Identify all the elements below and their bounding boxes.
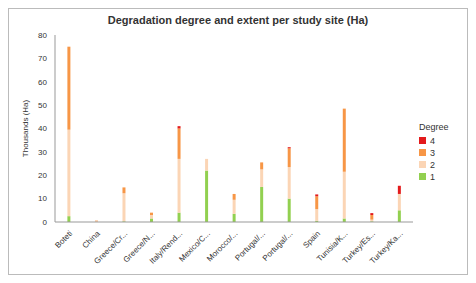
svg-text:Turkey/Es...: Turkey/Es...	[340, 229, 378, 266]
svg-text:70: 70	[38, 54, 47, 63]
svg-text:Portugal/...: Portugal/...	[261, 229, 295, 263]
svg-text:60: 60	[38, 78, 47, 87]
svg-text:Greece/N...: Greece/N...	[121, 229, 157, 265]
html-text:1: 1	[430, 171, 435, 182]
html-text:2: 2	[430, 159, 435, 170]
svg-text:Turkey/Ka...: Turkey/Ka...	[368, 229, 405, 266]
html-text:Degree: Degree	[419, 121, 449, 132]
svg-text:80: 80	[38, 31, 47, 40]
svg-text:Italy/Rend...: Italy/Rend...	[147, 229, 185, 266]
svg-text:China: China	[81, 229, 103, 251]
svg-text:Spain: Spain	[301, 229, 322, 250]
svg-text:0: 0	[43, 218, 48, 227]
svg-text:30: 30	[38, 148, 47, 157]
svg-text:Tunisia/K...: Tunisia/K...	[315, 229, 350, 264]
svg-text:50: 50	[38, 101, 47, 110]
svg-text:20: 20	[38, 171, 47, 180]
svg-text:Morocco/...: Morocco/...	[205, 229, 240, 264]
html-text:Degradation degree and extent: Degradation degree and extent per study …	[107, 14, 369, 26]
html-text:4: 4	[430, 135, 435, 146]
svg-text:Greece/Cr...: Greece/Cr...	[92, 229, 130, 266]
svg-text:Mexico/C...: Mexico/C...	[177, 229, 212, 264]
svg-text:40: 40	[38, 124, 47, 133]
svg-text:10: 10	[38, 194, 47, 203]
html-text:3: 3	[430, 147, 435, 158]
svg-text:Portugal/...: Portugal/...	[233, 229, 267, 263]
svg-text:Boteti: Boteti	[53, 229, 74, 250]
svg-text:Thousands (Ha): Thousands (Ha)	[21, 99, 30, 157]
